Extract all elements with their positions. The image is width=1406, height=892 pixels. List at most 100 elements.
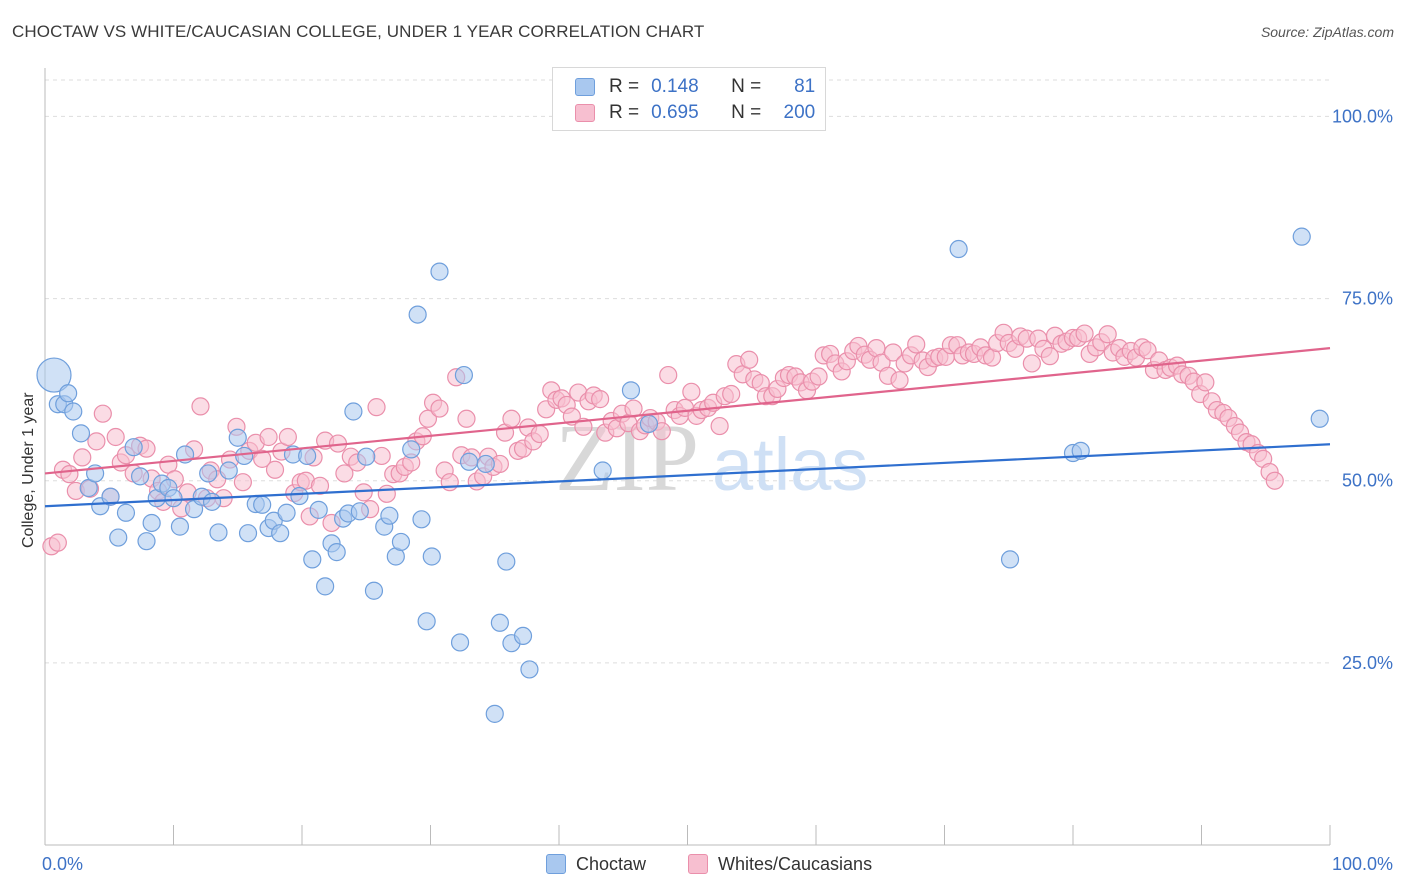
choctaw-point <box>1000 550 1020 569</box>
choctaw-point <box>219 461 238 480</box>
white-point <box>1196 373 1215 392</box>
choctaw-point <box>130 467 150 486</box>
choctaw-point <box>344 402 363 421</box>
white-point <box>440 473 459 492</box>
choctaw-point <box>59 384 78 403</box>
white-point <box>659 365 678 385</box>
choctaw-point <box>408 305 427 324</box>
white-point <box>502 409 521 428</box>
choctaw-point <box>235 446 254 466</box>
choctaw-point <box>476 454 495 474</box>
choctaw-point <box>109 528 128 547</box>
choctaw-point <box>202 492 222 511</box>
white-point <box>1265 471 1284 490</box>
white-point <box>710 416 729 436</box>
white-point <box>259 427 278 447</box>
choctaw-point <box>327 543 346 562</box>
choctaw-point <box>364 581 384 600</box>
white-point <box>722 384 741 404</box>
choctaw-point <box>357 447 376 466</box>
white-point <box>372 446 391 466</box>
legend-n-value: 81 <box>794 76 816 97</box>
choctaw-point <box>490 613 509 632</box>
white-point <box>530 424 549 444</box>
white-point <box>740 350 759 369</box>
legend-r-label: R = <box>609 102 640 123</box>
white-point <box>335 464 354 483</box>
white-point <box>890 371 909 390</box>
choctaw-trend-line <box>44 443 1331 508</box>
gridlines <box>45 79 1330 664</box>
choctaw-point <box>422 547 441 566</box>
choctaw-point <box>450 633 470 652</box>
choctaw-point <box>430 262 449 281</box>
choctaw-point <box>253 495 272 514</box>
choctaw-point <box>459 452 479 471</box>
white-point <box>367 398 386 417</box>
white-point <box>278 427 297 447</box>
white-point <box>682 382 701 401</box>
choctaw-point <box>142 513 161 533</box>
white-point <box>48 533 67 552</box>
choctaw-point <box>402 440 421 459</box>
legend-n-value: 200 <box>783 102 816 123</box>
choctaw-point <box>303 550 322 569</box>
white-point <box>1075 324 1094 343</box>
y-axis-label: College, Under 1 year <box>20 392 37 548</box>
choctaw-point <box>277 503 296 522</box>
white-point <box>591 390 610 409</box>
legend-r-label: R = <box>609 76 640 97</box>
choctaw-point <box>380 506 399 525</box>
choctaw-point <box>64 402 83 421</box>
choctaw-point <box>238 524 258 543</box>
choctaw-swatch <box>546 854 566 874</box>
choctaw-point <box>621 381 641 400</box>
choctaw-point <box>290 486 309 506</box>
white-point <box>265 460 285 479</box>
choctaw-point <box>639 414 659 433</box>
series-whites-caucasians <box>42 323 1284 556</box>
series-choctaw <box>36 227 1329 723</box>
white-point <box>106 427 125 447</box>
choctaw-point <box>164 489 183 508</box>
choctaw-point <box>454 365 474 385</box>
choctaw-point <box>199 464 218 483</box>
choctaw-point <box>209 523 228 542</box>
legend-n-label: N = <box>731 76 762 97</box>
choctaw-point <box>298 446 317 466</box>
x-tick-label: 100.0% <box>1332 854 1393 874</box>
y-tick-label: 50.0% <box>1342 471 1393 491</box>
trend-lines <box>44 347 1331 508</box>
choctaw-point <box>116 503 136 522</box>
white-point <box>93 404 112 423</box>
choctaw-point <box>497 552 516 571</box>
legend-r-value: 0.695 <box>651 102 699 123</box>
choctaw-point <box>271 524 290 543</box>
choctaw-point <box>949 239 968 259</box>
white-point <box>1040 347 1059 366</box>
axes <box>44 68 1331 846</box>
white-point <box>87 432 106 451</box>
choctaw-point <box>593 461 612 480</box>
stats-legend: R = 0.148 N = 81 R = 0.695 N = 200 <box>552 67 826 131</box>
choctaw-point <box>228 428 247 447</box>
legend-label-whites: Whites/Caucasians <box>718 853 873 874</box>
white-point <box>418 409 438 428</box>
y-tick-label: 75.0% <box>1342 289 1393 309</box>
choctaw-point <box>513 626 533 646</box>
y-tick-label: 100.0% <box>1332 106 1393 126</box>
choctaw-point <box>124 438 143 457</box>
y-tick-label: 25.0% <box>1342 653 1393 673</box>
choctaw-point <box>170 517 190 536</box>
white-point <box>377 484 396 503</box>
tick-labels: 25.0% 50.0% 75.0% 100.0% 0.0% 100.0% <box>42 106 1393 874</box>
chart-title: CHOCTAW VS WHITE/CAUCASIAN COLLEGE, UNDE… <box>12 22 705 41</box>
white-point <box>883 343 903 362</box>
white-point <box>310 476 330 495</box>
white-point <box>574 417 593 436</box>
white-point <box>191 397 210 416</box>
white-point <box>73 448 92 467</box>
choctaw-point <box>137 532 156 551</box>
white-point <box>457 409 476 428</box>
white-point <box>233 473 252 492</box>
